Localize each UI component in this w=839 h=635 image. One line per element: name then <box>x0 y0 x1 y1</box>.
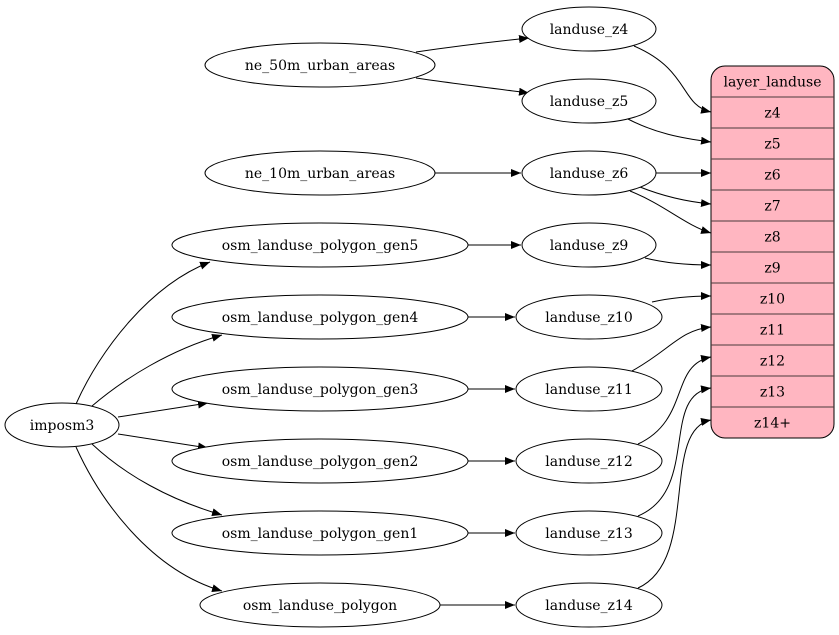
node-label: osm_landuse_polygon_gen2 <box>222 454 419 470</box>
node-gen4[interactable]: osm_landuse_polygon_gen4 <box>171 294 469 340</box>
node-label: landuse_z12 <box>545 454 632 470</box>
node-ne_10m[interactable]: ne_10m_urban_areas <box>204 150 436 196</box>
node-label: landuse_z11 <box>545 382 632 398</box>
node-label: landuse_z6 <box>550 166 629 182</box>
record-field-z13[interactable]: z13 <box>760 385 785 401</box>
node-ellipse <box>4 402 120 448</box>
edge-lz14-to-z14+ <box>637 418 712 589</box>
node-label: landuse_z4 <box>550 22 629 38</box>
record-field-z14+[interactable]: z14+ <box>754 416 791 432</box>
edge-ne_50m-to-lz4 <box>415 35 530 53</box>
edge-ne_50m-to-lz5 <box>415 77 530 96</box>
node-label: landuse_z13 <box>545 526 632 542</box>
node-ellipse <box>171 366 469 412</box>
record-field-z8[interactable]: z8 <box>764 230 780 246</box>
edge-lz11-to-z11 <box>631 323 712 372</box>
record-field-z6[interactable]: z6 <box>764 168 780 184</box>
node-ellipse <box>515 582 663 628</box>
edge-lz12-to-z12 <box>637 355 712 445</box>
layer-landuse-record: layer_landuse z4 z5 z6 z7 z8 z9 z10 z11 z12 z13 z14… <box>710 65 835 439</box>
node-gen3[interactable]: osm_landuse_polygon_gen3 <box>171 366 469 412</box>
node-ellipse <box>521 150 657 196</box>
record-field-z5[interactable]: z5 <box>764 137 780 153</box>
record-field-z9[interactable]: z9 <box>764 261 780 277</box>
record-field-z4[interactable]: z4 <box>764 106 780 122</box>
edge-lz4-to-z4 <box>633 45 712 114</box>
record-field-z12[interactable]: z12 <box>760 354 785 370</box>
node-ellipse <box>515 510 663 556</box>
node-lz5[interactable]: landuse_z5 <box>521 78 657 124</box>
node-label: osm_landuse_polygon_gen5 <box>222 238 419 254</box>
record-field-z10[interactable]: z10 <box>760 292 785 308</box>
node-ellipse <box>204 42 436 88</box>
node-label: landuse_z5 <box>550 94 629 110</box>
node-label: osm_landuse_polygon_gen3 <box>222 382 419 398</box>
node-label: ne_50m_urban_areas <box>245 58 395 74</box>
node-poly[interactable]: osm_landuse_polygon <box>199 582 441 628</box>
node-imposm3[interactable]: imposm3 <box>4 402 120 448</box>
node-ellipse <box>171 438 469 484</box>
edge-lz13-to-z13 <box>637 385 712 517</box>
edge-imposm3-to-gen5 <box>75 261 211 405</box>
node-lz6[interactable]: landuse_z6 <box>521 150 657 196</box>
node-gen1[interactable]: osm_landuse_polygon_gen1 <box>171 510 469 556</box>
edge-imposm3-to-gen2 <box>117 433 209 451</box>
node-ellipse <box>521 78 657 124</box>
edge-lz5-to-z5 <box>627 118 712 145</box>
edge-imposm3-to-gen1 <box>91 443 223 517</box>
node-ellipse <box>515 366 663 412</box>
edge-imposm3-to-gen3 <box>117 400 209 418</box>
record-title: layer_landuse <box>724 75 822 91</box>
node-lz10[interactable]: landuse_z10 <box>515 294 663 340</box>
node-label: landuse_z10 <box>545 310 632 326</box>
node-ellipse <box>199 582 441 628</box>
node-ellipse <box>171 510 469 556</box>
node-ellipse <box>515 294 663 340</box>
edge-lz6-to-z8 <box>629 190 712 234</box>
node-ellipse <box>171 294 469 340</box>
node-lz11[interactable]: landuse_z11 <box>515 366 663 412</box>
edge-lz6-to-z7 <box>639 186 712 208</box>
node-lz13[interactable]: landuse_z13 <box>515 510 663 556</box>
edge-lz10-to-z10 <box>651 292 712 303</box>
node-lz12[interactable]: landuse_z12 <box>515 438 663 484</box>
node-label: landuse_z14 <box>545 598 633 614</box>
edge-lz9-to-z9 <box>644 257 712 269</box>
node-label: osm_landuse_polygon_gen4 <box>222 310 419 326</box>
node-gen2[interactable]: osm_landuse_polygon_gen2 <box>171 438 469 484</box>
node-lz9[interactable]: landuse_z9 <box>521 222 657 268</box>
node-ellipse <box>521 6 657 52</box>
record-field-z7[interactable]: z7 <box>764 199 780 215</box>
node-lz14[interactable]: landuse_z14 <box>515 582 663 628</box>
node-ellipse <box>171 222 469 268</box>
edge-imposm3-to-gen4 <box>91 333 223 407</box>
node-label: landuse_z9 <box>550 238 629 254</box>
node-label: ne_10m_urban_areas <box>245 166 395 182</box>
node-label: imposm3 <box>30 418 95 434</box>
node-ellipse <box>521 222 657 268</box>
edge-imposm3-to-poly <box>75 446 223 593</box>
node-ellipse <box>204 150 436 196</box>
node-ne_50m[interactable]: ne_50m_urban_areas <box>204 42 436 88</box>
node-label: osm_landuse_polygon <box>243 598 397 614</box>
node-ellipse <box>515 438 663 484</box>
node-gen5[interactable]: osm_landuse_polygon_gen5 <box>171 222 469 268</box>
record-field-z11[interactable]: z11 <box>760 323 785 339</box>
node-lz4[interactable]: landuse_z4 <box>521 6 657 52</box>
node-label: osm_landuse_polygon_gen1 <box>222 526 419 542</box>
